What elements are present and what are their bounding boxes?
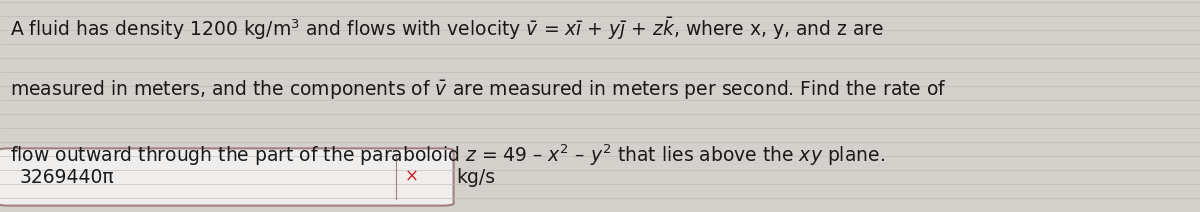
Text: ×: ×	[404, 168, 419, 186]
Text: A fluid has density 1200 kg/m$^3$ and flows with velocity $\bar{v}$ = $x\bar{\im: A fluid has density 1200 kg/m$^3$ and fl…	[10, 15, 883, 42]
Text: kg/s: kg/s	[456, 167, 496, 187]
Text: flow outward through the part of the paraboloid $z$ = 49 – $x^2$ – $y^2$ that li: flow outward through the part of the par…	[10, 142, 884, 167]
Text: 3269440π: 3269440π	[19, 167, 114, 187]
Text: measured in meters, and the components of $\bar{v}$ are measured in meters per s: measured in meters, and the components o…	[10, 78, 947, 101]
FancyBboxPatch shape	[0, 148, 454, 206]
